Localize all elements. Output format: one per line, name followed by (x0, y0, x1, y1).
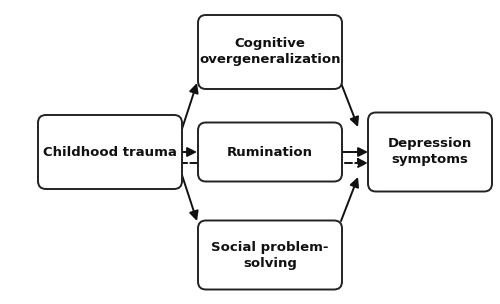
FancyBboxPatch shape (38, 115, 182, 189)
Text: Childhood trauma: Childhood trauma (43, 146, 177, 158)
FancyBboxPatch shape (198, 220, 342, 289)
Text: Rumination: Rumination (227, 146, 313, 158)
FancyBboxPatch shape (368, 112, 492, 192)
Text: Social problem-
solving: Social problem- solving (211, 240, 329, 270)
FancyBboxPatch shape (198, 15, 342, 89)
Text: Depression
symptoms: Depression symptoms (388, 137, 472, 167)
Text: Cognitive
overgeneralization: Cognitive overgeneralization (199, 37, 341, 67)
FancyBboxPatch shape (198, 123, 342, 181)
